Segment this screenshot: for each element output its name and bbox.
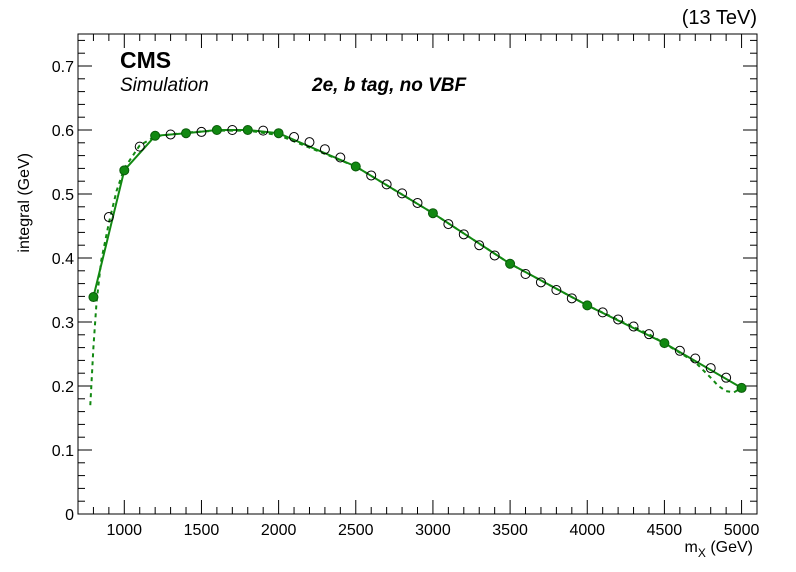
open-circle-point	[551, 285, 562, 295]
data-points	[88, 125, 747, 393]
y-tick-label: 0.3	[52, 315, 74, 332]
open-circle-point	[474, 240, 485, 251]
open-circle-point	[319, 144, 330, 155]
filled-circle-point	[659, 338, 670, 349]
filled-circle-point	[273, 128, 284, 139]
open-circle-point	[304, 137, 315, 148]
open-circle-point	[258, 125, 269, 136]
x-tick-label: 4000	[569, 522, 605, 539]
open-circle-point	[103, 212, 114, 223]
open-circle-point	[721, 372, 732, 383]
open-circle-point	[335, 152, 346, 163]
open-circle-point	[165, 129, 176, 140]
open-circle-point	[597, 307, 608, 318]
open-circle-point	[366, 170, 377, 181]
filled-circle-point	[242, 125, 253, 135]
filled-circle-point	[181, 128, 192, 139]
axis-ticks	[78, 34, 757, 515]
open-circle-point	[381, 179, 392, 190]
y-tick-label: 0.1	[52, 443, 74, 460]
filled-circle-point	[350, 161, 361, 172]
open-circle-point	[134, 141, 145, 152]
open-circle-point	[566, 293, 577, 304]
y-tick-label: 0.7	[52, 59, 74, 76]
open-circle-point	[520, 269, 531, 279]
x-tick-label: 5000	[724, 522, 760, 539]
open-circle-point	[412, 197, 423, 208]
x-tick-label: 1500	[184, 522, 220, 539]
open-circle-point	[489, 250, 500, 261]
x-axis-title-unit: (GeV)	[706, 539, 753, 556]
filled-circle-point	[427, 208, 438, 219]
open-circle-point	[397, 188, 408, 199]
x-tick-label: 2000	[261, 522, 297, 539]
y-tick-label: 0	[65, 507, 74, 524]
open-circle-point	[458, 229, 469, 240]
filled-circle-point	[211, 125, 222, 135]
open-circle-point	[227, 125, 238, 135]
x-tick-label: 3500	[492, 522, 528, 539]
y-tick-label: 0.6	[52, 123, 74, 140]
energy-label: (13 TeV)	[682, 7, 757, 29]
x-tick-label: 1000	[106, 522, 142, 539]
category-label: 2e, b tag, no VBF	[311, 75, 468, 96]
y-tick-label: 0.5	[52, 187, 74, 204]
open-circle-point	[289, 132, 300, 143]
x-axis-title: mX (GeV)	[685, 539, 753, 560]
open-circle-point	[196, 126, 207, 137]
open-circle-point	[443, 219, 454, 230]
simulation-label: Simulation	[120, 75, 209, 96]
tick-labels: 1000 1500 2000 2500 3000 3500 4000 4500 5000 0 0.1…	[52, 59, 760, 539]
x-axis-title-main: m	[685, 539, 698, 556]
open-circle-point	[674, 345, 685, 356]
y-tick-label: 0.2	[52, 379, 74, 396]
open-circle-point	[705, 363, 716, 374]
y-axis-title: integral (GeV)	[16, 153, 33, 253]
open-circle-point	[690, 353, 701, 364]
x-tick-label: 3000	[415, 522, 451, 539]
filled-circle-point	[505, 258, 516, 269]
filled-circle-point	[88, 292, 99, 303]
open-circle-point	[613, 314, 624, 325]
filled-circle-point	[150, 130, 161, 141]
filled-circle-point	[582, 300, 593, 311]
open-circle-point	[535, 277, 546, 288]
x-tick-label: 2500	[338, 522, 374, 539]
x-axis-title-sub: X	[698, 546, 706, 560]
open-circle-point	[628, 321, 639, 332]
experiment-label: CMS	[120, 47, 171, 73]
x-tick-label: 4500	[647, 522, 683, 539]
filled-circle-point	[736, 382, 747, 393]
open-circle-point	[643, 329, 654, 340]
y-tick-label: 0.4	[52, 251, 74, 268]
filled-circle-point	[119, 165, 130, 176]
